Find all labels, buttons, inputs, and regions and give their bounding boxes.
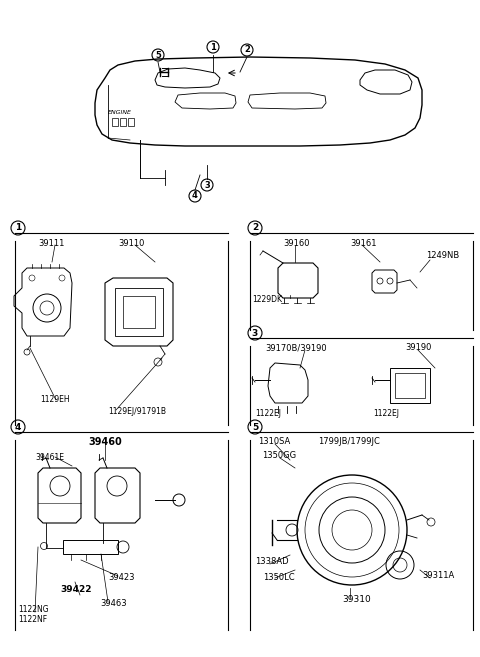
Text: 1229DK: 1229DK bbox=[252, 296, 282, 304]
Text: 5: 5 bbox=[252, 422, 258, 432]
Text: 4: 4 bbox=[15, 422, 21, 432]
Text: 39161: 39161 bbox=[350, 238, 376, 248]
Text: 5: 5 bbox=[155, 51, 161, 60]
Bar bbox=[395, 373, 425, 398]
Text: 39423: 39423 bbox=[108, 574, 134, 583]
Text: 4: 4 bbox=[192, 191, 198, 200]
Text: 1: 1 bbox=[210, 43, 216, 51]
Bar bbox=[115, 288, 163, 336]
Text: 1122EJ: 1122EJ bbox=[255, 409, 281, 419]
Text: 1310SA: 1310SA bbox=[258, 438, 290, 447]
Bar bbox=[123, 296, 155, 328]
Bar bbox=[128, 118, 134, 126]
Text: 39310: 39310 bbox=[342, 595, 371, 604]
Text: 39160: 39160 bbox=[283, 238, 310, 248]
Text: 2: 2 bbox=[252, 223, 258, 233]
Text: 1799JB/1799JC: 1799JB/1799JC bbox=[318, 438, 380, 447]
Text: 1129EH: 1129EH bbox=[40, 396, 70, 405]
Text: 39190: 39190 bbox=[405, 344, 432, 353]
Text: 39111: 39111 bbox=[38, 238, 64, 248]
Text: 3: 3 bbox=[204, 181, 210, 189]
Bar bbox=[112, 118, 118, 126]
Text: ENGINE: ENGINE bbox=[108, 110, 132, 116]
Text: 39110: 39110 bbox=[118, 238, 144, 248]
Text: 1: 1 bbox=[15, 223, 21, 233]
Text: 39461E: 39461E bbox=[35, 453, 64, 461]
Bar bbox=[63, 540, 118, 554]
Text: 39170B/39190: 39170B/39190 bbox=[265, 344, 326, 353]
Text: 39311A: 39311A bbox=[422, 572, 454, 581]
Text: 39460: 39460 bbox=[88, 437, 122, 447]
Text: 1350LC: 1350LC bbox=[263, 572, 295, 581]
Text: 1122NF: 1122NF bbox=[18, 616, 47, 625]
Text: 1129EJ/91791B: 1129EJ/91791B bbox=[108, 407, 166, 417]
Text: 1249NB: 1249NB bbox=[426, 252, 459, 260]
Text: 2: 2 bbox=[244, 45, 250, 55]
Bar bbox=[390, 368, 430, 403]
Text: 1350GG: 1350GG bbox=[262, 451, 296, 461]
Text: 1338AD: 1338AD bbox=[255, 558, 288, 566]
Text: 1122EJ: 1122EJ bbox=[373, 409, 399, 419]
Text: 3: 3 bbox=[252, 328, 258, 338]
Text: 1122NG: 1122NG bbox=[18, 606, 48, 614]
Text: 39422: 39422 bbox=[60, 585, 92, 595]
Text: 39463: 39463 bbox=[100, 599, 127, 608]
Bar bbox=[120, 118, 126, 126]
